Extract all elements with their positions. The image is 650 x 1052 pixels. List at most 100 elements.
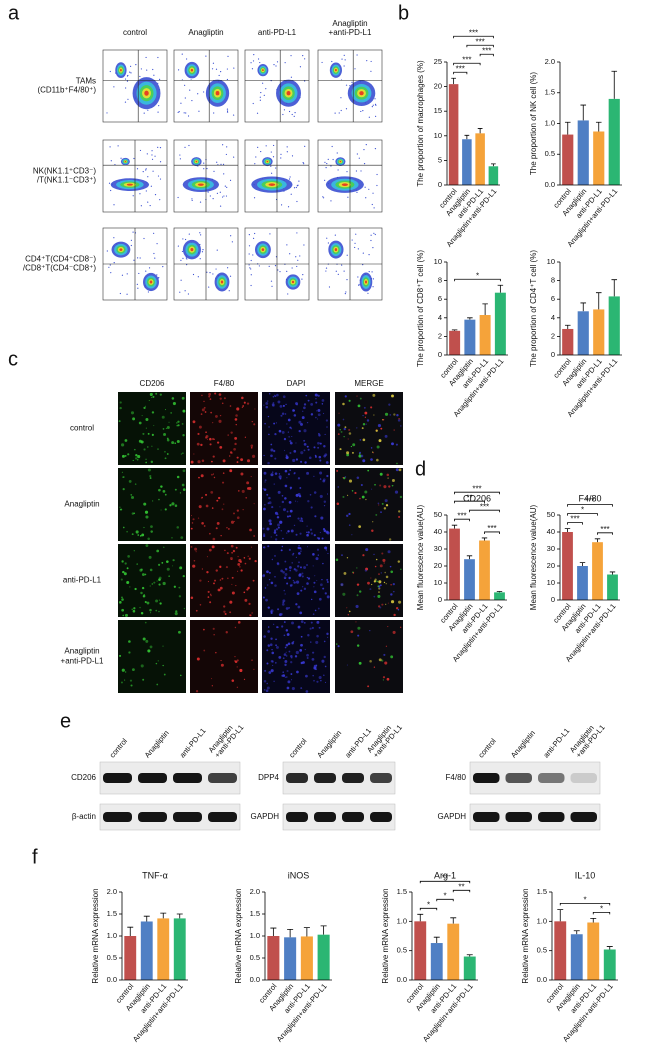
blot-band xyxy=(538,773,565,783)
stain-spot xyxy=(320,679,322,682)
flow-event xyxy=(109,264,111,266)
stain-spot xyxy=(301,575,304,578)
stain-spot xyxy=(346,607,348,609)
stain-spot xyxy=(158,498,160,501)
stain-spot xyxy=(362,423,366,426)
flow-density xyxy=(359,91,364,96)
stain-spot xyxy=(137,455,141,459)
stain-spot xyxy=(296,670,299,674)
stain-spot xyxy=(144,600,147,604)
stain-spot xyxy=(266,682,269,685)
stain-spot xyxy=(226,552,229,555)
significance-label: *** xyxy=(475,37,484,46)
stain-spot xyxy=(240,458,244,462)
stain-spot xyxy=(390,600,395,604)
stain-spot xyxy=(359,397,362,400)
flow-event xyxy=(289,176,291,178)
stain-spot xyxy=(147,537,150,541)
stain-spot xyxy=(267,630,270,633)
flow-event xyxy=(233,67,235,69)
bar xyxy=(577,566,588,600)
flow-event xyxy=(346,254,348,256)
stain-spot xyxy=(380,427,383,430)
stain-spot xyxy=(281,412,285,415)
stain-spot xyxy=(387,477,389,479)
flow-event xyxy=(275,167,277,169)
flow-event xyxy=(186,258,188,260)
significance-label: *** xyxy=(462,55,471,64)
flow-density xyxy=(268,183,276,186)
stain-spot xyxy=(386,677,390,681)
stain-spot xyxy=(264,504,266,506)
stain-spot xyxy=(311,626,314,630)
stain-spot xyxy=(300,518,303,520)
stain-spot xyxy=(267,502,270,505)
bar xyxy=(608,98,620,185)
stain-spot xyxy=(374,565,377,568)
stain-spot xyxy=(201,521,204,525)
stain-spot xyxy=(266,400,269,402)
stain-spot xyxy=(192,564,196,568)
flow-column-label-line: anti-PD-L1 xyxy=(258,28,297,37)
flow-event xyxy=(351,81,353,83)
stain-spot xyxy=(377,594,381,598)
stain-spot xyxy=(286,515,290,518)
stain-spot xyxy=(326,531,330,535)
stain-spot xyxy=(162,645,164,647)
stain-spot xyxy=(211,507,214,509)
stain-spot xyxy=(266,686,270,690)
stain-spot xyxy=(287,680,291,684)
stain-spot xyxy=(271,651,275,655)
flow-event xyxy=(159,147,162,149)
stain-spot xyxy=(209,593,212,596)
stain-spot xyxy=(231,591,235,595)
stain-spot xyxy=(398,515,401,518)
flow-event xyxy=(185,112,187,114)
stain-spot xyxy=(119,401,122,404)
flow-event xyxy=(219,191,221,193)
stain-spot xyxy=(342,477,344,479)
stain-spot xyxy=(253,535,256,537)
flow-event xyxy=(140,205,142,207)
stain-spot xyxy=(325,419,328,422)
lane-label: control xyxy=(108,736,130,759)
error-bar xyxy=(595,121,602,132)
stain-spot xyxy=(278,429,282,433)
flow-event xyxy=(293,115,295,117)
flow-event xyxy=(248,245,251,247)
micrograph xyxy=(262,392,330,465)
flow-event xyxy=(376,184,378,187)
stain-spot xyxy=(321,659,325,663)
flow-event xyxy=(135,63,137,66)
flow-event xyxy=(226,68,228,70)
stain-spot xyxy=(121,560,124,563)
flow-event xyxy=(368,116,370,118)
stain-spot xyxy=(219,414,222,417)
flow-event xyxy=(276,61,279,63)
flow-event xyxy=(324,161,326,163)
error-bar xyxy=(451,329,458,331)
stain-spot xyxy=(182,469,186,473)
flow-event xyxy=(268,265,270,267)
flow-event xyxy=(231,241,233,243)
significance-label: * xyxy=(443,891,446,900)
stain-spot xyxy=(352,443,356,447)
flow-event xyxy=(252,254,254,256)
flow-event xyxy=(149,204,151,207)
flow-event xyxy=(229,275,232,277)
stain-spot xyxy=(246,588,249,591)
stain-spot xyxy=(232,549,236,553)
stain-spot xyxy=(337,433,340,436)
flow-event xyxy=(219,205,222,207)
stain-spot xyxy=(277,490,281,494)
flow-row-label-line: NK(NK1.1⁺CD3⁻) xyxy=(33,167,96,176)
stain-spot xyxy=(293,524,296,527)
stain-spot xyxy=(197,517,200,519)
blot-band xyxy=(473,773,500,783)
flow-event xyxy=(331,145,333,148)
significance-bracket xyxy=(453,62,481,66)
micrograph-frame xyxy=(190,544,258,617)
stain-spot xyxy=(173,585,176,588)
stain-spot xyxy=(375,513,378,516)
flow-event xyxy=(117,145,119,147)
